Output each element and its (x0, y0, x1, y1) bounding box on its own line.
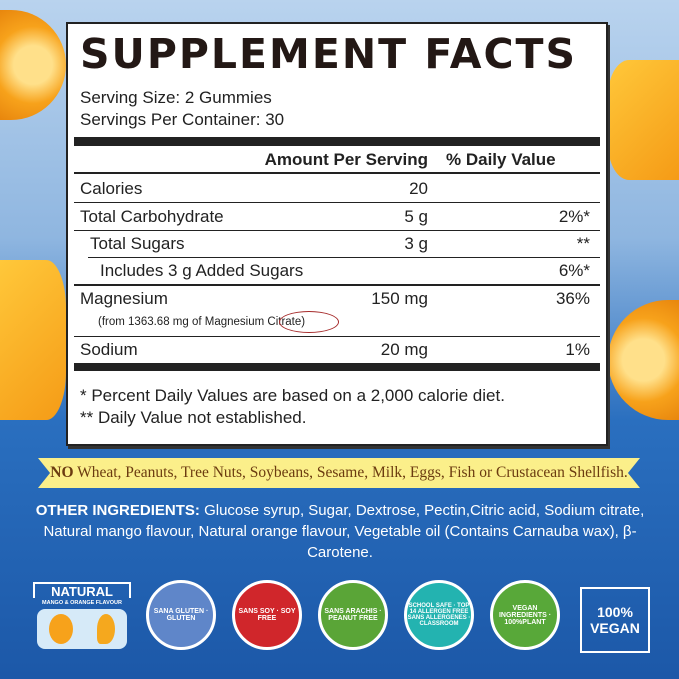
orange-icon (49, 614, 73, 644)
natural-flavour-badge: NATURAL MANGO & ORANGE FLAVOUR (33, 582, 131, 652)
badge-text: SANA GLUTEN · GLUTEN (153, 608, 209, 622)
dv-header: % Daily Value (446, 150, 556, 169)
row-name: Magnesium (80, 289, 168, 308)
fruit-icons (37, 609, 127, 649)
ingredients-text: Glucose syrup, Sugar, Dextrose, Pectin,C… (43, 502, 645, 561)
footnote: * Percent Daily Values are based on a 2,… (80, 386, 505, 405)
allergen-banner: NO Wheat, Peanuts, Tree Nuts, Soybeans, … (38, 458, 640, 488)
supplement-facts-label: SUPPLEMENT FACTS Serving Size: 2 Gummies… (66, 22, 608, 446)
allergen-free-badge: SCHOOL SAFE · TOP 14 ALLERGEN FREE SANS … (404, 580, 474, 650)
badge-subtitle: MANGO & ORANGE FLAVOUR (42, 600, 122, 606)
row-amount: 150 mg (371, 289, 428, 308)
divider (74, 137, 600, 146)
vegan-ingredients-badge: VEGAN INGREDIENTS · 100%PLANT (490, 580, 560, 650)
divider (88, 257, 600, 258)
ingredients-label: OTHER INGREDIENTS: (35, 502, 200, 519)
footnote: ** Daily Value not established. (80, 408, 307, 427)
amount-header: Amount Per Serving (264, 150, 428, 169)
row-amount: 20 (409, 179, 428, 198)
badge-text: VEGAN INGREDIENTS · 100%PLANT (498, 604, 552, 626)
row-amount: 5 g (404, 207, 428, 226)
divider (74, 202, 600, 203)
row-name: Calories (80, 179, 143, 198)
soy-free-badge: SANS SOY · SOY FREE (232, 580, 302, 650)
mango-image (0, 260, 66, 420)
row-dv: 2%* (558, 207, 590, 226)
vegan-badge: 100% VEGAN (580, 587, 650, 653)
serving-size: Serving Size: 2 Gummies (80, 88, 272, 107)
orange-image (0, 10, 66, 120)
row-amount: 3 g (404, 234, 428, 253)
servings-per-container: Servings Per Container: 30 (80, 110, 285, 129)
divider (74, 336, 600, 337)
badge-text: SANS ARACHIS · PEANUT FREE (324, 608, 382, 622)
badge-text: 100% VEGAN (590, 604, 640, 636)
row-dv: ** (576, 234, 590, 253)
no-label: NO (50, 464, 74, 481)
row-name: Total Carbohydrate (80, 207, 224, 226)
orange-image (608, 300, 679, 420)
row-name: Includes 3 g Added Sugars (100, 261, 304, 280)
peanut-free-badge: SANS ARACHIS · PEANUT FREE (318, 580, 388, 650)
allergen-text: Wheat, Peanuts, Tree Nuts, Soybeans, Ses… (73, 464, 628, 481)
badge-title: NATURAL (33, 582, 131, 599)
other-ingredients: OTHER INGREDIENTS: Glucose syrup, Sugar,… (30, 500, 650, 563)
gluten-free-badge: SANA GLUTEN · GLUTEN (146, 580, 216, 650)
divider (74, 230, 600, 231)
divider (74, 172, 600, 174)
mango-icon (97, 614, 115, 644)
highlight-circle (279, 311, 339, 333)
row-dv: 6%* (558, 261, 590, 280)
row-name: Sodium (80, 340, 138, 359)
badge-text: SANS SOY · SOY FREE (238, 608, 296, 622)
label-title: SUPPLEMENT FACTS (80, 30, 578, 78)
badge-text: SCHOOL SAFE · TOP 14 ALLERGEN FREE SANS … (407, 603, 471, 627)
row-name: Total Sugars (90, 234, 185, 253)
row-dv: 36% (555, 289, 590, 308)
mango-image (608, 60, 679, 180)
row-dv: 1% (565, 340, 590, 359)
divider (74, 284, 600, 286)
divider (74, 363, 600, 371)
magnesium-source: (from 1363.68 mg of Magnesium Citrate) (98, 316, 306, 328)
row-amount: 20 mg (380, 340, 428, 359)
